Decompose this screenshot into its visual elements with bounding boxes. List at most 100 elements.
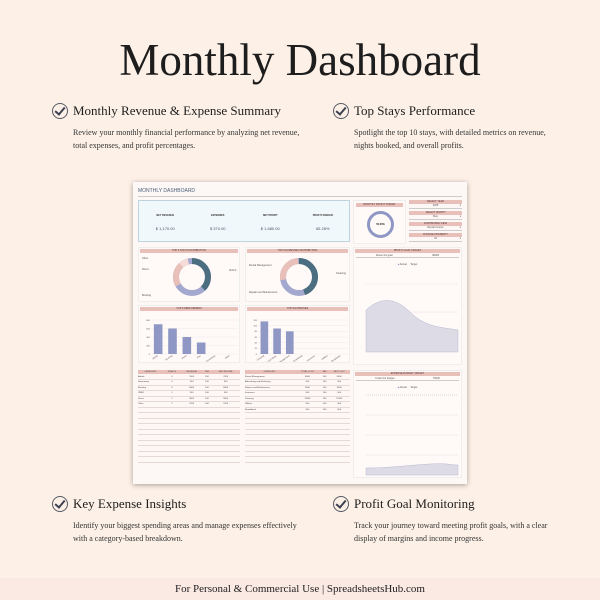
dashboard-title: MONTHLY DASHBOARD [138, 188, 196, 194]
table-cell: 2 [163, 401, 181, 408]
legend-actual: Actual [399, 263, 407, 266]
table-cell: Booking [138, 385, 164, 391]
table-row: Airbnb 6 7000 100 7000 [138, 374, 240, 380]
table-cell: 6000 [180, 385, 203, 391]
x-tick-label: Cleaning [257, 355, 266, 362]
table-row: Direct 2 5000 100 5000 [138, 396, 240, 402]
kpi-net-profit: NET PROFIT $ 1,680.00 [260, 214, 280, 231]
donut-label: Airbnb [229, 269, 237, 272]
table-cell: 500 [180, 390, 203, 397]
profit-goal-area-chart [365, 283, 459, 353]
filter-select[interactable]: 2025 ▾ [409, 204, 462, 209]
card-title: EXPENSE BUDGET TARGET [355, 372, 460, 376]
filter-value: Rental Income [427, 226, 444, 229]
table-cell: 100 [320, 374, 329, 380]
page-title: Monthly Dashboard [119, 35, 481, 85]
legend-target: Target [410, 263, 418, 266]
table-cell: Airbnb [138, 374, 164, 380]
table-cell: 100 [202, 401, 212, 408]
budget-status: Under the budget [375, 377, 395, 380]
card-title: TOP 8 EXPENSES [247, 307, 348, 311]
bar [182, 337, 192, 354]
kpi-profit-margin: PROFIT MARGIN 65.28% [312, 214, 333, 231]
table-cell: 500 [211, 390, 240, 397]
table-cell: Other [138, 401, 164, 408]
x-tick-label: Homeaway [206, 355, 217, 362]
table-cell: 500 [328, 401, 350, 408]
donut-label: Cleaning [336, 272, 346, 275]
filter-select[interactable]: May ▾ [409, 215, 462, 220]
stays-distribution-card: TOP 6 STAYS DISTRIBUTION Other Direct Bo… [138, 247, 240, 302]
y-tick-label: 60 [255, 337, 258, 339]
expenses-table: CATEGORY TOTAL COST TAX NET COST Rental Mana… [245, 370, 350, 463]
y-tick-label: 200 [146, 345, 150, 347]
feature-title: Monthly Revenue & Expense Summary [73, 103, 281, 118]
table-cell: 9000 [294, 385, 321, 391]
y-tick-label: 20 [255, 348, 258, 350]
x-tick-label: Vrbo [196, 354, 202, 360]
table-cell: Homeaway [138, 379, 164, 386]
expense-budget-area-chart [365, 394, 459, 476]
x-tick-label: Insurance [306, 354, 316, 362]
table-cell: Direct [138, 396, 164, 402]
table-cell: 100 [202, 385, 212, 391]
profit-target-gauge: 56.00% [367, 211, 394, 238]
table-cell: 100 [202, 379, 212, 386]
table-row: Cleaning 11500 100 11500 [245, 396, 350, 402]
card-title: TOP 6 STAYS DISTRIBUTION [140, 249, 238, 253]
column-header: NET INCOME [211, 370, 240, 374]
bar [285, 331, 294, 354]
table-cell: 500 [294, 407, 321, 413]
expenses-donut [280, 258, 318, 296]
check-icon [52, 496, 68, 512]
table-cell: 100 [320, 385, 329, 391]
kpi-expenses: EXPENSES $ 370.00 [209, 214, 226, 231]
table-row: Utilities 500 100 500 [245, 401, 350, 408]
x-tick-label: Direct [181, 354, 188, 360]
expenses-distribution-card: TOP 6 EXPENSES DISTRIBUTION Rental Manag… [245, 247, 350, 302]
profit-target-card: MONTHLY PROFIT TARGET 56.00% [353, 200, 406, 244]
profit-goal-card: PROFIT GOAL TARGET Above the goal 68000 ■… [353, 247, 462, 365]
bar [196, 342, 206, 354]
table-row: VRBO 2 500 100 500 [138, 390, 240, 397]
x-tick-label: Other [224, 354, 230, 360]
column-header: CATEGORY [138, 370, 164, 374]
x-tick-label: Utilities [321, 354, 329, 361]
column-header: TAX [320, 370, 329, 374]
table-cell: 8000 [328, 374, 350, 380]
bar [273, 328, 281, 354]
bar [153, 324, 163, 354]
table-cell: 500 [211, 379, 240, 386]
kpi-net-revenue: NET REVENUE $ 1,170.00 [155, 214, 175, 231]
table-cell: 6000 [211, 385, 240, 391]
filter-select[interactable]: Rental Income ▾ [409, 226, 462, 231]
column-header: NET COST [328, 370, 350, 374]
table-row: Booking 6 6000 100 6000 [138, 385, 240, 391]
divider [138, 196, 462, 197]
footer-banner: For Personal & Commercial Use | Spreadsh… [0, 578, 600, 600]
chevron-down-icon: ▾ [459, 237, 461, 240]
filter-label: SELECT MONTH [409, 211, 462, 215]
table-row: Other 2 2700 100 2700 [138, 401, 240, 408]
donut-label: Repairs and Maintenance [249, 291, 278, 294]
table-cell: 500 [328, 407, 350, 413]
x-tick-label: Advertising [292, 354, 303, 362]
filter-value: May [433, 215, 438, 218]
feature-desc: Review your monthly financial performanc… [73, 128, 300, 150]
y-tick-label: 0 [149, 354, 151, 356]
table-cell: 9000 [328, 385, 350, 391]
table-cell: 5000 [180, 396, 203, 402]
card-title: TOP 6 EXPENSES DISTRIBUTION [247, 249, 348, 253]
filter-label: SELECT YEAR [409, 200, 462, 204]
x-tick-label: Broadband [331, 354, 342, 362]
donut-label: Rental Management [249, 264, 272, 267]
goal-value: 68000 [432, 254, 440, 257]
filter-select[interactable]: All ▾ [409, 237, 462, 242]
table-cell: 6 [163, 374, 181, 380]
feature-title: Key Expense Insights [73, 496, 187, 511]
table-cell: Utilities [245, 401, 295, 408]
expense-budget-card: EXPENSE BUDGET TARGET Under the budget 75… [353, 370, 462, 478]
table-cell: 500 [328, 390, 350, 397]
table-cell: 11500 [328, 396, 350, 402]
